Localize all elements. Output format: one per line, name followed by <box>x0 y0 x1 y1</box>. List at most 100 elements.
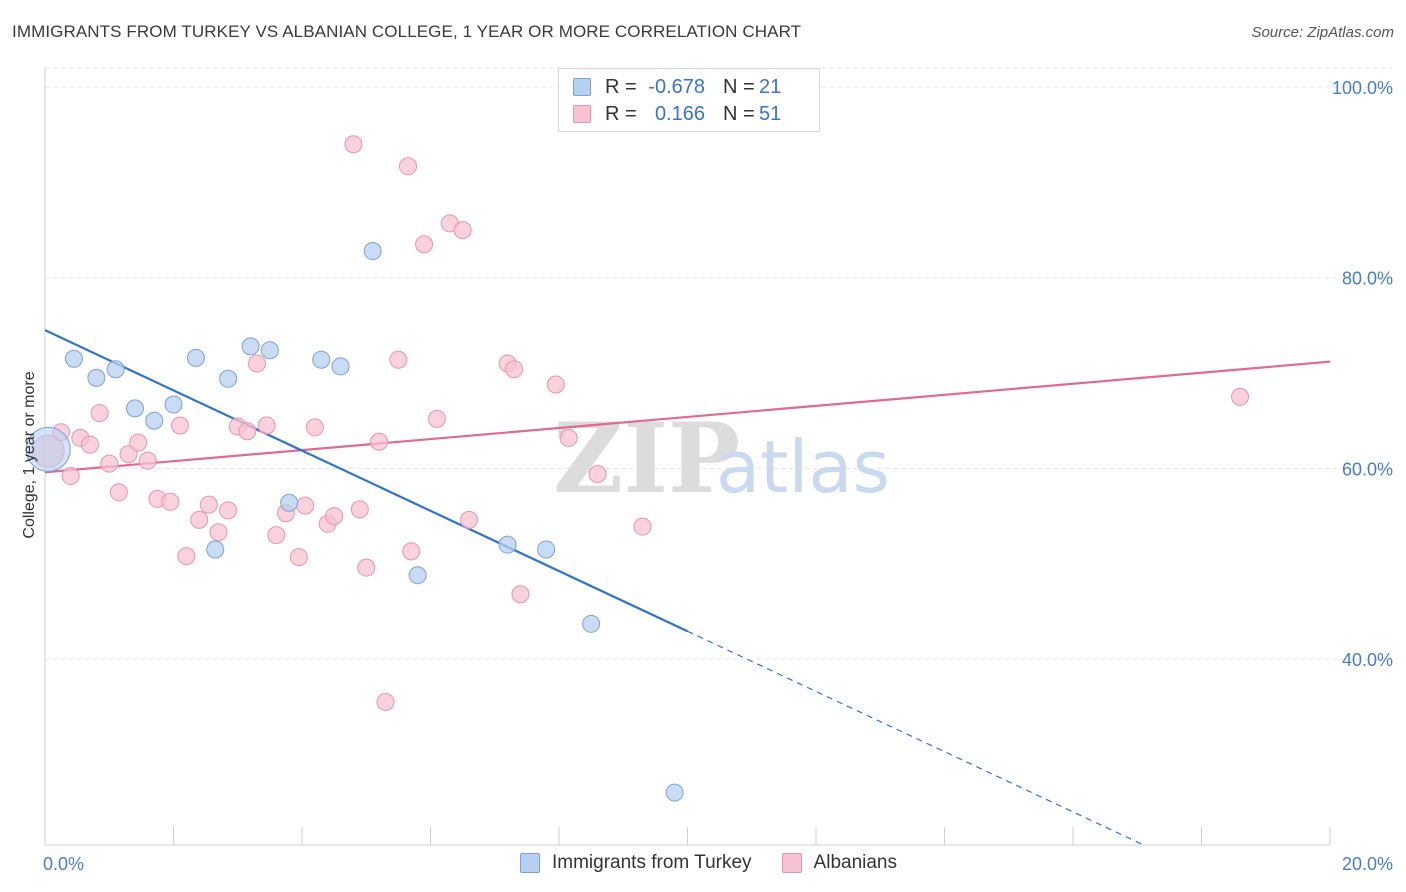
x-tick-label: 0.0% <box>43 854 84 874</box>
albanians-point <box>357 558 376 577</box>
y-tick-label: 80.0% <box>1342 269 1393 289</box>
y-tick-labels: 40.0% 60.0% 80.0% 100.0% <box>1332 78 1393 670</box>
albanians-trend-line <box>44 360 1331 474</box>
x-tick-label: 20.0% <box>1342 854 1393 874</box>
y-tick-label: 40.0% <box>1342 650 1393 670</box>
legend-n-label: N = <box>723 75 755 98</box>
albanians-point <box>305 418 324 437</box>
albanians-point <box>325 507 344 526</box>
turkey-point <box>408 566 427 585</box>
albanians-point <box>350 500 369 519</box>
albanians-point <box>80 435 99 454</box>
x-ticks <box>44 827 1331 845</box>
albanians-point <box>209 523 228 542</box>
turkey-point <box>498 535 517 554</box>
series-label-turkey: Immigrants from Turkey <box>552 852 752 873</box>
albanians-point <box>61 467 80 486</box>
turkey-point <box>164 395 183 414</box>
turkey-point <box>280 493 299 512</box>
albanians-point <box>389 350 408 369</box>
albanians-point <box>129 433 148 452</box>
albanians-point <box>109 483 128 502</box>
watermark-atlas: atlas <box>716 425 890 509</box>
series-swatch-turkey <box>520 853 540 873</box>
legend-r-label: R = <box>605 75 637 98</box>
albanians-point <box>177 547 196 566</box>
series-swatch-albanians <box>781 853 802 873</box>
turkey-point <box>25 426 71 472</box>
legend-swatch-turkey <box>573 78 591 96</box>
albanians-point <box>248 354 267 373</box>
albanians-point <box>199 495 218 514</box>
albanians-point <box>267 526 286 545</box>
albanians-point <box>138 451 157 470</box>
watermark: ZIP atlas <box>553 402 890 515</box>
albanians-point <box>505 360 524 379</box>
albanians-point <box>588 465 607 484</box>
points-turkey <box>25 242 684 802</box>
albanians-point <box>460 510 479 529</box>
turkey-point <box>582 614 601 633</box>
turkey-point <box>125 399 144 418</box>
albanians-point <box>546 375 565 394</box>
legend-swatch-albanians <box>573 105 591 123</box>
turkey-point <box>186 348 205 367</box>
albanians-point <box>289 548 308 567</box>
turkey-point <box>219 369 238 388</box>
turkey-point <box>537 540 556 559</box>
series-legend: Immigrants from Turkey Albanians <box>520 852 927 874</box>
albanians-point <box>633 517 652 536</box>
turkey-point <box>312 350 331 369</box>
stats-legend: R = -0.678 N = 21 R = 0.166 N = 51 <box>558 68 820 132</box>
albanians-point <box>90 404 109 423</box>
series-label-albanians: Albanians <box>813 852 897 873</box>
albanians-point <box>559 428 578 447</box>
y-tick-label: 100.0% <box>1332 78 1393 98</box>
legend-row-turkey: R = -0.678 N = 21 <box>573 75 781 99</box>
albanians-point <box>100 454 119 473</box>
albanians-point <box>399 157 418 176</box>
turkey-point <box>331 357 350 376</box>
albanians-point <box>511 585 530 604</box>
albanians-point <box>296 496 315 515</box>
albanians-point <box>402 542 421 561</box>
legend-n-value: 51 <box>759 102 782 125</box>
albanians-point <box>344 135 363 154</box>
turkey-point <box>363 242 382 261</box>
albanians-point <box>161 492 180 511</box>
source-label: Source: ZipAtlas.com <box>1251 24 1394 41</box>
albanians-point <box>370 432 389 451</box>
albanians-point <box>427 409 446 428</box>
turkey-point <box>241 337 260 356</box>
gridlines <box>45 67 1392 660</box>
y-axis-label: College, 1 year or more <box>21 371 38 538</box>
albanians-point <box>190 510 209 529</box>
albanians-point <box>238 422 257 441</box>
watermark-zip: ZIP <box>553 402 740 515</box>
turkey-point <box>665 783 684 802</box>
albanians-point <box>376 692 395 711</box>
series-legend-turkey[interactable]: Immigrants from Turkey <box>520 852 752 874</box>
legend-n-value: 21 <box>759 75 782 98</box>
legend-r-value: 0.166 <box>654 102 705 125</box>
albanians-point <box>170 416 189 435</box>
turkey-trend-line <box>44 329 688 633</box>
albanians-point <box>453 221 472 240</box>
trend-lines <box>44 329 1331 846</box>
albanians-point <box>415 235 434 254</box>
x-tick-labels: 0.0% 20.0% <box>43 854 1393 874</box>
turkey-point <box>145 411 164 430</box>
legend-n-label: N = <box>723 102 755 125</box>
turkey-trend-extension <box>687 630 1144 846</box>
turkey-point <box>87 368 106 387</box>
y-tick-label: 60.0% <box>1342 459 1393 479</box>
turkey-point <box>106 360 125 379</box>
turkey-point <box>206 540 225 559</box>
legend-r-label: R = <box>605 102 637 125</box>
series-legend-albanians[interactable]: Albanians <box>781 852 897 874</box>
chart-title: IMMIGRANTS FROM TURKEY VS ALBANIAN COLLE… <box>12 22 802 41</box>
turkey-point <box>260 341 279 360</box>
legend-row-albanians: R = 0.166 N = 51 <box>573 102 781 126</box>
albanians-point <box>1231 387 1250 406</box>
